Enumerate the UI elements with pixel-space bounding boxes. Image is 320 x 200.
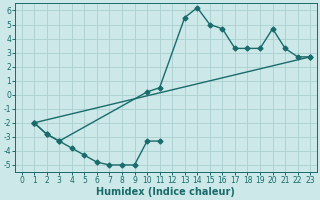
X-axis label: Humidex (Indice chaleur): Humidex (Indice chaleur) (96, 187, 235, 197)
